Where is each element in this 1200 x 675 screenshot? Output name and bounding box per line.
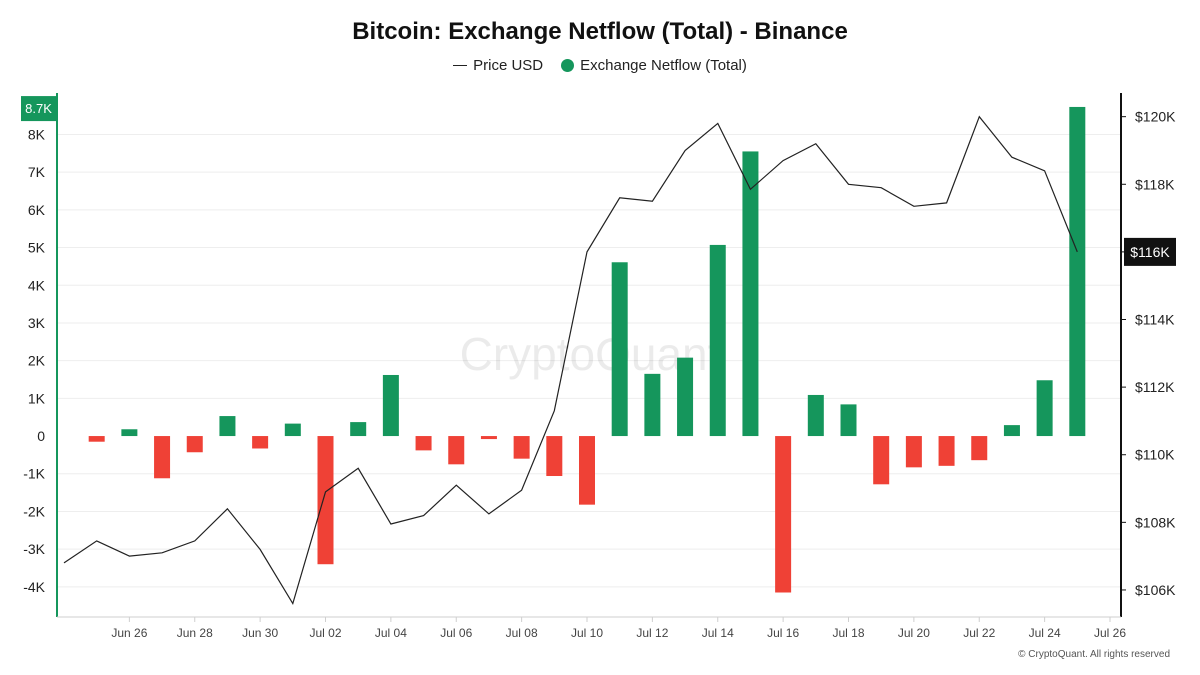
x-tick-label: Jun 30 [242,626,278,640]
x-tick-label: Jul 22 [963,626,995,640]
x-tick-label: Jul 10 [571,626,603,640]
netflow-bar [186,436,203,453]
netflow-bar [252,436,269,449]
y-left-tick-label: 7K [28,164,46,180]
netflow-bar [1036,380,1053,437]
netflow-bar [121,429,138,437]
y-right-tick-label: $106K [1135,582,1176,598]
netflow-bar [513,436,530,459]
y-left-tick-label: 3K [28,315,46,331]
netflow-bar [448,436,465,465]
x-tick-label: Jul 06 [440,626,472,640]
y-left-tick-label: -4K [23,579,45,595]
x-tick-label: Jun 28 [177,626,213,640]
chart-title: Bitcoin: Exchange Netflow (Total) - Bina… [352,18,848,45]
netflow-bar [579,436,595,505]
y-left-tick-label: 0 [37,428,45,444]
netflow-bar [938,436,955,466]
netflow-bar [644,373,661,437]
legend-item-netflow[interactable]: Exchange Netflow (Total) [561,57,747,74]
price-line-layer [63,115,1078,605]
line-marker-icon [453,64,468,67]
netflow-bar [284,423,301,437]
netflow-bar [873,436,890,485]
netflow-bar [1003,425,1020,437]
y-left-tick-label: 5K [28,240,46,256]
netflow-bars [88,106,1086,593]
x-tick-label: Jul 24 [1029,626,1061,640]
netflow-bar [742,151,759,437]
x-tick-label: Jul 16 [767,626,799,640]
x-tick-label: Jul 18 [832,626,864,640]
netflow-bar [546,436,563,477]
netflow-bar [611,262,628,437]
netflow-bar [709,244,726,437]
legend-label-netflow: Exchange Netflow (Total) [580,57,747,74]
y-right-tick-label: $120K [1135,109,1176,125]
netflow-bar [350,422,367,437]
copyright-text: © CryptoQuant. All rights reserved [1018,649,1170,660]
x-tick-label: Jul 26 [1094,626,1126,640]
y-left-tick-label: -3K [23,541,45,557]
netflow-bar [415,436,432,451]
netflow-bar [905,436,922,468]
y-left-tick-label: -1K [23,466,45,482]
netflow-bar [317,436,334,565]
y-left-tick-label: 2K [28,353,46,369]
netflow-bar [840,404,857,437]
y-left-tick-label: 4K [28,277,46,293]
netflow-bar [219,416,236,437]
netflow-bar [1069,106,1086,437]
y-right-tick-label: $110K [1135,447,1175,463]
y-left-tick-label: 1K [28,390,46,406]
x-tick-label: Jul 20 [898,626,930,640]
legend: Price USD Exchange Netflow (Total) [0,57,1200,74]
netflow-bar [88,436,105,442]
netflow-bar [382,374,399,437]
dot-marker-icon [561,59,575,72]
netflow-bar [807,394,824,437]
grid-lines [57,133,1121,588]
current-netflow-badge [21,96,56,122]
x-tick-label: Jul 12 [636,626,668,640]
y-left-tick-label: 6K [28,202,46,218]
x-tick-label: Jul 14 [702,626,734,640]
x-tick-label: Jul 04 [375,626,407,640]
price-line [63,115,1078,605]
y-right-tick-label: $114K [1135,312,1175,328]
axes: -4K -3K -2K -1K 0 1K 2K 3K 4K 5K 6K 7K 8K 8.7K $106K $1… [21,93,1176,640]
current-price-badge [1124,237,1176,266]
x-tick-label: Jun 26 [111,626,147,640]
netflow-bar [480,436,497,440]
netflow-bar [775,436,792,593]
current-price-label: $116K [1130,244,1170,260]
netflow-bar [677,357,694,437]
y-right-tick-label: $108K [1135,514,1176,530]
netflow-bar [154,436,171,479]
y-right-tick-label: $112K [1135,379,1175,395]
y-right-tick-label: $118K [1135,176,1175,192]
legend-item-price[interactable]: Price USD [453,57,543,74]
x-tick-label: Jul 08 [506,626,538,640]
current-netflow-label: 8.7K [25,101,52,116]
legend-label-price: Price USD [473,57,544,74]
netflow-bar [971,436,988,461]
y-left-tick-label: 8K [28,126,46,142]
y-left-tick-label: -2K [23,503,45,519]
x-tick-label: Jul 02 [309,626,341,640]
